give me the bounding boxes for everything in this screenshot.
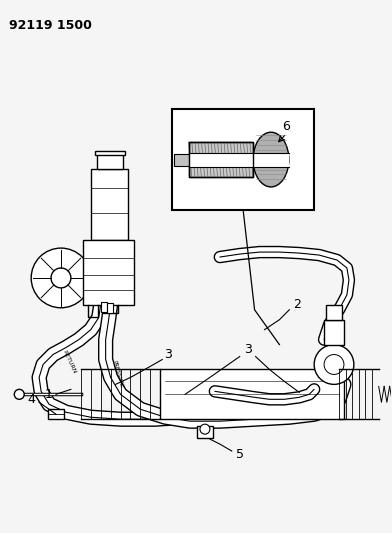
Bar [197, 426, 213, 438]
Circle shape [324, 354, 344, 375]
Text: 4: 4 [27, 393, 35, 406]
Text: RETURN: RETURN [61, 349, 76, 374]
Bar [48, 409, 64, 419]
Ellipse shape [253, 132, 289, 187]
Bar [189, 142, 253, 177]
Text: PRESSURE: PRESSURE [111, 360, 123, 389]
Bar [160, 369, 344, 419]
Text: 6: 6 [282, 120, 290, 133]
Text: 1: 1 [45, 388, 53, 401]
Text: 2: 2 [293, 298, 301, 311]
Bar [174, 154, 189, 166]
Bar [189, 152, 253, 166]
Circle shape [200, 424, 210, 434]
Circle shape [14, 389, 24, 399]
Bar [83, 240, 134, 305]
Bar [95, 151, 125, 155]
Bar [97, 154, 123, 168]
Text: 3: 3 [244, 343, 252, 356]
Circle shape [51, 268, 71, 288]
Text: 92119 1500: 92119 1500 [9, 19, 92, 33]
Bar [326, 305, 342, 320]
Circle shape [31, 248, 91, 308]
Bar [107, 303, 113, 313]
Text: 5: 5 [236, 448, 244, 461]
Circle shape [314, 345, 354, 384]
Text: 3: 3 [164, 348, 172, 361]
Bar [91, 168, 129, 240]
Bar [189, 142, 253, 177]
Bar [253, 152, 289, 166]
Bar [101, 302, 107, 312]
Bar [324, 320, 344, 345]
Bar [172, 109, 314, 211]
